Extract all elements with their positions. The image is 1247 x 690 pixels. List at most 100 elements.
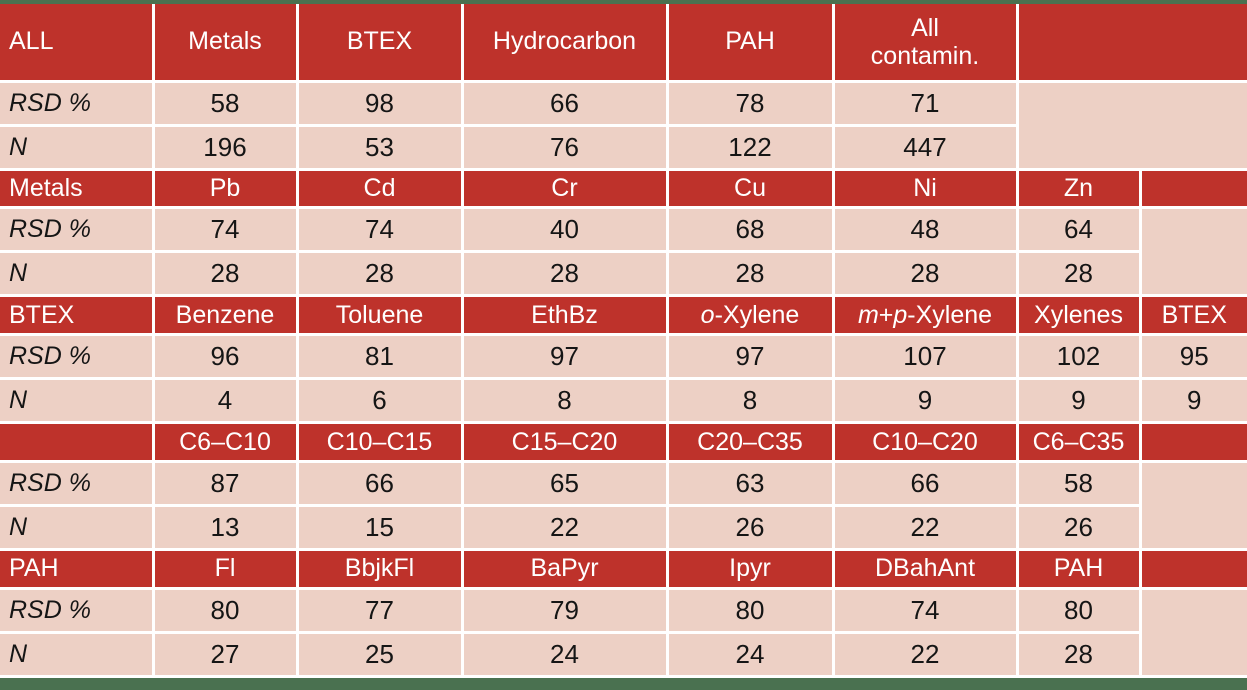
row-label-n: N [0, 630, 155, 679]
row-label-rsd: RSD % [0, 79, 155, 127]
value-cell: 95 [1138, 333, 1247, 381]
col-header-pah: PAH [665, 4, 835, 83]
value-cell: 122 [665, 123, 835, 171]
col-header-toluene: Toluene [295, 294, 464, 337]
n-row-btex: N 4 6 8 8 9 9 9 [0, 377, 1247, 425]
n-row-metals: N 28 28 28 28 28 28 [0, 250, 1247, 298]
row-label-rsd: RSD % [0, 459, 155, 507]
value-cell: 53 [295, 123, 464, 171]
value-cell: 66 [295, 459, 464, 507]
value-cell: 80 [151, 586, 299, 634]
value-cell: 79 [460, 586, 669, 634]
value-cell: 15 [295, 503, 464, 551]
col-header-bapyr: BaPyr [460, 547, 669, 590]
value-cell: 28 [665, 250, 835, 298]
row-label-n: N [0, 377, 155, 425]
col-header-cr: Cr [460, 167, 669, 210]
col-header-btex: BTEX [295, 4, 464, 83]
col-header-benzene: Benzene [151, 294, 299, 337]
empty-cell [1138, 206, 1247, 298]
empty-header-cell [1138, 167, 1247, 210]
value-cell: 97 [460, 333, 669, 381]
row-label-n: N [0, 123, 155, 171]
col-header-cu: Cu [665, 167, 835, 210]
col-header-cd: Cd [295, 167, 464, 210]
value-cell: 26 [665, 503, 835, 551]
value-cell: 97 [665, 333, 835, 381]
col-header-dbahant: DBahAnt [831, 547, 1019, 590]
col-header-o-xylene: o-Xylene [665, 294, 835, 337]
value-cell: 58 [151, 79, 299, 127]
o-xylene-rest: -Xylene [714, 300, 800, 329]
col-header-c6-c10: C6–C10 [151, 421, 299, 463]
value-cell: 74 [151, 206, 299, 254]
row-label-rsd: RSD % [0, 333, 155, 381]
value-cell: 58 [1015, 459, 1142, 507]
value-cell: 22 [460, 503, 669, 551]
rsd-row-all: RSD % 58 98 66 78 71 [0, 79, 1247, 171]
col-header-ipyr: Ipyr [665, 547, 835, 590]
col-header-pah-total: PAH [1015, 547, 1142, 590]
all-contamin-label: All contamin. [870, 13, 980, 70]
value-cell: 9 [1015, 377, 1142, 425]
col-header-c20-c35: C20–C35 [665, 421, 835, 463]
value-cell: 65 [460, 459, 669, 507]
header-row-all: ALL Metals BTEX Hydrocarbon PAH All cont… [0, 4, 1247, 83]
value-cell: 76 [460, 123, 669, 171]
col-header-c10-c20: C10–C20 [831, 421, 1019, 463]
group-header-btex: BTEX [0, 294, 155, 337]
value-cell: 74 [295, 206, 464, 254]
header-row-metals: Metals Pb Cd Cr Cu Ni Zn [0, 167, 1247, 210]
value-cell: 28 [151, 250, 299, 298]
value-cell: 8 [460, 377, 669, 425]
value-cell: 81 [295, 333, 464, 381]
col-header-fl: Fl [151, 547, 299, 590]
col-header-pb: Pb [151, 167, 299, 210]
header-row-hydrocarbon-fractions: C6–C10 C10–C15 C15–C20 C20–C35 C10–C20 C… [0, 421, 1247, 463]
o-xylene-prefix: o [700, 300, 715, 329]
value-cell: 24 [665, 630, 835, 679]
rsd-row-hydrocarbon-fractions: RSD % 87 66 65 63 66 58 [0, 459, 1247, 551]
value-cell: 25 [295, 630, 464, 679]
rsd-table: ALL Metals BTEX Hydrocarbon PAH All cont… [0, 4, 1247, 679]
value-cell: 80 [665, 586, 835, 634]
col-header-all-contamin: All contamin. [831, 4, 1019, 83]
value-cell: 71 [831, 79, 1019, 127]
col-header-metals: Metals [151, 4, 299, 83]
empty-header-cell [1015, 4, 1247, 83]
value-cell: 102 [1015, 333, 1142, 381]
value-cell: 74 [831, 586, 1019, 634]
value-cell: 48 [831, 206, 1019, 254]
empty-cell [1138, 586, 1247, 679]
empty-cell [1015, 79, 1247, 171]
value-cell: 28 [1015, 630, 1140, 679]
p-prefix: p [893, 300, 908, 329]
empty-cell [1138, 459, 1247, 551]
value-cell: 6 [295, 377, 464, 425]
n-row-pah: N 27 25 24 24 22 28 [0, 630, 1247, 679]
value-cell: 98 [295, 79, 464, 127]
value-cell: 8 [665, 377, 835, 425]
value-cell: 28 [1015, 250, 1140, 298]
col-header-ethbz: EthBz [460, 294, 669, 337]
col-header-c6-c35: C6–C35 [1015, 421, 1142, 463]
rsd-row-pah: RSD % 80 77 79 80 74 80 [0, 586, 1247, 679]
value-cell: 24 [460, 630, 669, 679]
group-header-all: ALL [0, 4, 155, 83]
value-cell: 87 [151, 459, 299, 507]
value-cell: 13 [151, 503, 299, 551]
group-header-pah: PAH [0, 547, 155, 590]
value-cell: 28 [295, 250, 464, 298]
value-cell: 22 [831, 503, 1019, 551]
value-cell: 77 [295, 586, 464, 634]
n-row-all: N 196 53 76 122 447 [0, 123, 1247, 171]
value-cell: 40 [460, 206, 669, 254]
m-prefix: m [857, 300, 879, 329]
col-header-hydrocarbon: Hydrocarbon [460, 4, 669, 83]
col-header-c15-c20: C15–C20 [460, 421, 669, 463]
value-cell: 96 [151, 333, 299, 381]
group-header-empty [0, 421, 155, 463]
n-row-hydrocarbon-fractions: N 13 15 22 26 22 26 [0, 503, 1247, 551]
value-cell: 28 [460, 250, 669, 298]
